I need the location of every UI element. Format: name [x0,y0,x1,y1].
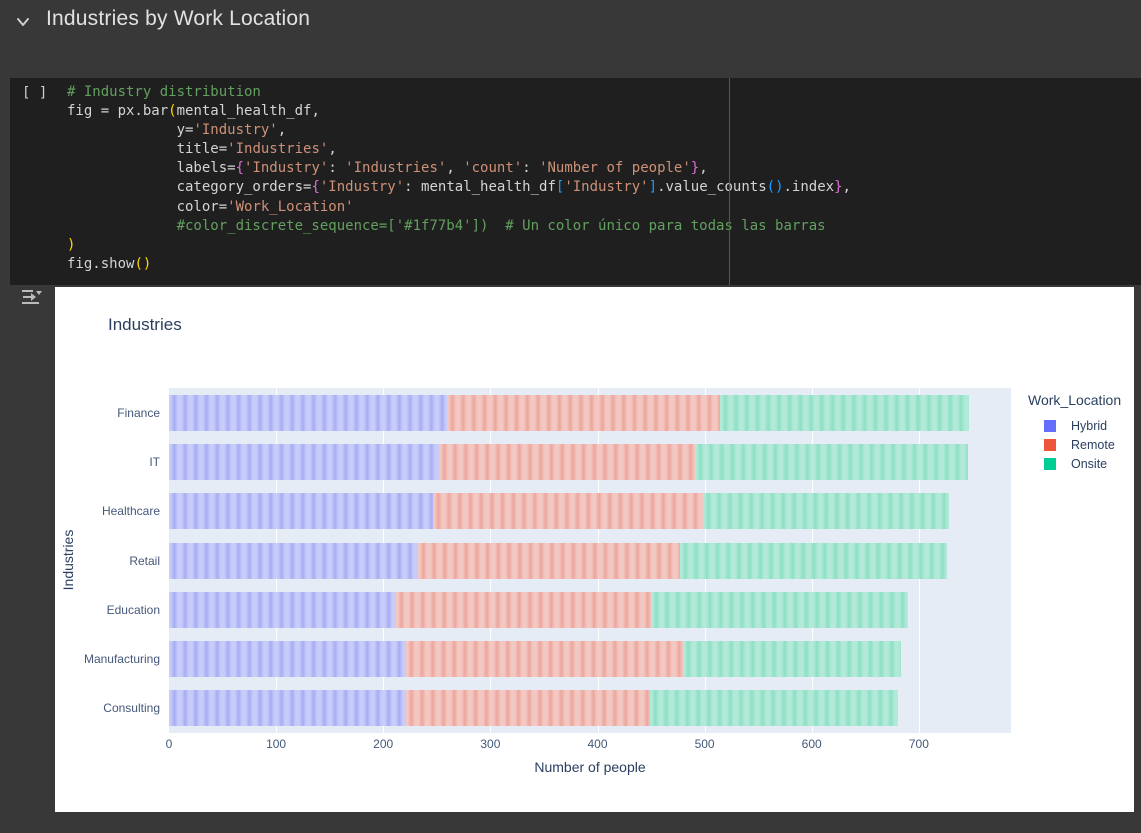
legend-item-remote[interactable]: Remote [1028,435,1121,454]
y-tick-retail: Retail [129,553,160,568]
legend-label: Hybrid [1071,418,1108,433]
code-line[interactable]: title='Industries', [67,141,337,158]
bar-segment-remote-healthcare [432,493,703,530]
y-tick-education: Education [106,602,160,617]
code-line[interactable]: y='Industry', [67,122,287,139]
x-tick-500: 500 [694,737,715,751]
bar-segment-hybrid-finance [169,394,447,431]
plot-area [169,388,1011,733]
x-tick-400: 400 [587,737,608,751]
legend-item-onsite[interactable]: Onsite [1028,454,1121,473]
x-axis-title: Number of people [534,759,646,775]
code-line[interactable]: color='Work_Location' [67,198,354,215]
bar-segment-remote-finance [446,394,720,431]
bar-segment-remote-education [396,591,652,628]
y-tick-finance: Finance [117,405,160,420]
legend-label: Onsite [1071,456,1108,471]
legend: Work_Location Hybrid Remote Onsite [1028,392,1121,473]
code-cell[interactable]: [ ] # Industry distribution fig = px.bar(… [10,78,1141,285]
code-line[interactable]: # Industry distribution [67,84,261,100]
chevron-down-icon[interactable] [14,13,32,31]
code-line[interactable]: ) [67,236,76,253]
bar-segment-hybrid-retail [169,542,418,579]
code-line[interactable]: category_orders={'Industry': mental_heal… [67,179,851,196]
code-line[interactable]: #color_discrete_sequence=['#1f77b4']) # … [67,217,826,234]
legend-label: Remote [1071,437,1115,452]
bar-segment-hybrid-manufacturing [169,641,406,678]
y-tick-healthcare: Healthcare [101,504,160,519]
chart-title: Industries [108,315,182,334]
section-header: Industries by Work Location [0,0,1141,44]
bar-segment-remote-retail [417,542,680,579]
bar-segment-hybrid-education [169,591,397,628]
y-tick-it: IT [149,454,160,469]
x-tick-200: 200 [373,737,394,751]
y-tick-manufacturing: Manufacturing [83,652,160,667]
cell-output-icon[interactable] [19,287,44,308]
bar-segment-remote-it [439,443,695,480]
bar-segment-onsite-manufacturing [683,641,901,678]
code-line[interactable]: fig = px.bar(mental_health_df, [67,103,320,120]
y-tick-consulting: Consulting [103,701,160,716]
x-tick-0: 0 [165,737,173,751]
bar-segment-remote-consulting [405,690,650,727]
bar-segment-onsite-it [695,443,969,480]
bar-segment-remote-manufacturing [405,641,684,678]
cell-output-panel: Industries Finance IT Healthcare Retail Educ… [55,287,1134,812]
run-cell-prompt[interactable]: [ ] [22,85,48,101]
section-title: Industries by Work Location [46,7,311,30]
legend-swatch-onsite [1044,457,1056,470]
editor-ruler [729,78,730,285]
bar-segment-onsite-consulting [650,690,898,727]
code-line[interactable]: fig.show() [67,255,152,272]
legend-title: Work_Location [1028,392,1122,408]
bar-segment-onsite-finance [719,394,970,431]
bar-segment-hybrid-healthcare [169,493,433,530]
code-line[interactable]: labels={'Industry': 'Industries', 'count… [67,160,708,177]
bar-segment-onsite-retail [680,542,947,579]
legend-swatch-remote [1044,438,1056,451]
legend-item-hybrid[interactable]: Hybrid [1028,416,1121,435]
x-tick-700: 700 [908,737,929,751]
x-tick-300: 300 [480,737,501,751]
bar-segment-onsite-education [651,591,909,628]
bar-segment-hybrid-consulting [169,690,406,727]
bar-segment-onsite-healthcare [702,493,949,530]
x-tick-100: 100 [266,737,287,751]
x-tick-600: 600 [801,737,822,751]
y-axis-title: Industries [60,529,76,591]
code-editor[interactable]: # Industry distribution fig = px.bar(ment… [67,83,851,274]
legend-swatch-hybrid [1044,419,1056,432]
bar-segment-hybrid-it [169,443,439,480]
